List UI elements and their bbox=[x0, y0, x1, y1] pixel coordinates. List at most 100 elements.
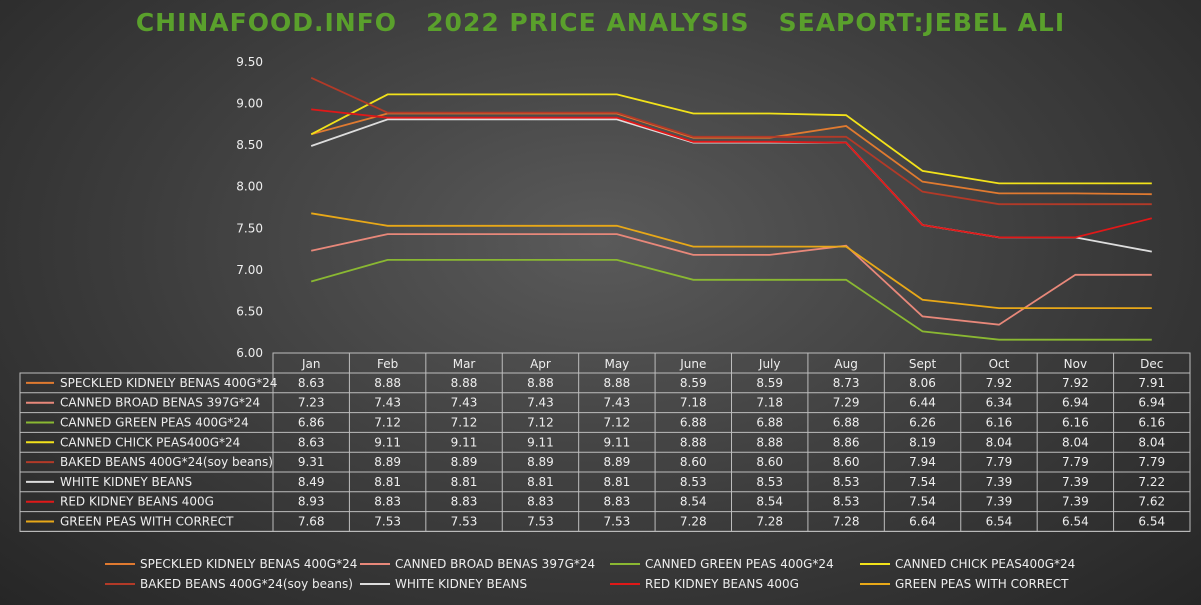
data-label: 7.43 bbox=[604, 396, 631, 410]
legend-label: CANNED CHICK PEAS400G*24 bbox=[895, 557, 1075, 571]
data-label: 7.53 bbox=[604, 515, 631, 529]
data-label: 8.04 bbox=[1062, 435, 1089, 449]
data-label: 8.60 bbox=[833, 455, 860, 469]
data-label: 8.04 bbox=[1138, 435, 1165, 449]
data-label: 8.81 bbox=[374, 475, 401, 489]
data-label: 8.86 bbox=[833, 435, 860, 449]
series-line-3 bbox=[310, 93, 1152, 185]
data-label: 8.89 bbox=[527, 455, 554, 469]
table-series-name: RED KIDNEY BEANS 400G bbox=[60, 495, 214, 509]
data-label: 8.04 bbox=[986, 435, 1013, 449]
series-line-7 bbox=[311, 212, 1152, 310]
table-series-name: CANNED CHICK PEAS400G*24 bbox=[60, 435, 240, 449]
data-label: 8.89 bbox=[374, 455, 401, 469]
x-tick-label: July bbox=[758, 357, 781, 371]
chart-title: CHINAFOOD.INFO 2022 PRICE ANALYSIS SEAPO… bbox=[135, 8, 1066, 37]
x-tick-label: Dec bbox=[1140, 357, 1163, 371]
data-label: 6.54 bbox=[1138, 515, 1165, 529]
series-line-2 bbox=[310, 258, 1152, 341]
table-series-name: WHITE KIDNEY BEANS bbox=[60, 475, 192, 489]
data-label: 9.11 bbox=[374, 435, 401, 449]
data-label: 8.88 bbox=[527, 376, 554, 390]
x-tick-label: Nov bbox=[1064, 357, 1087, 371]
data-label: 6.88 bbox=[756, 416, 783, 430]
data-label: 7.53 bbox=[451, 515, 478, 529]
data-label: 7.79 bbox=[1138, 455, 1165, 469]
data-label: 8.53 bbox=[833, 495, 860, 509]
data-label: 7.62 bbox=[1138, 495, 1165, 509]
data-label: 8.19 bbox=[909, 435, 936, 449]
table-series-name: CANNED GREEN PEAS 400G*24 bbox=[60, 416, 249, 430]
data-label: 8.83 bbox=[527, 495, 554, 509]
data-label: 7.28 bbox=[756, 515, 783, 529]
data-label: 8.83 bbox=[604, 495, 631, 509]
data-label: 6.64 bbox=[909, 515, 936, 529]
data-label: 6.88 bbox=[833, 416, 860, 430]
data-label: 9.31 bbox=[298, 455, 325, 469]
data-label: 6.54 bbox=[986, 515, 1013, 529]
x-tick-label: Apr bbox=[530, 357, 551, 371]
data-label: 8.49 bbox=[298, 475, 325, 489]
y-tick-label: 9.50 bbox=[236, 55, 263, 69]
data-label: 7.18 bbox=[756, 396, 783, 410]
legend-label: SPECKLED KIDNELY BENAS 400G*24 bbox=[140, 557, 357, 571]
data-label: 8.54 bbox=[680, 495, 707, 509]
y-tick-label: 6.50 bbox=[236, 304, 263, 318]
data-label: 7.79 bbox=[1062, 455, 1089, 469]
data-label: 6.54 bbox=[1062, 515, 1089, 529]
legend-label: CANNED BROAD BENAS 397G*24 bbox=[395, 557, 595, 571]
data-label: 8.88 bbox=[374, 376, 401, 390]
table-series-name: SPECKLED KIDNELY BENAS 400G*24 bbox=[60, 376, 277, 390]
x-tick-label: Aug bbox=[834, 357, 857, 371]
data-label: 7.12 bbox=[374, 416, 401, 430]
series-line-1 bbox=[311, 233, 1152, 326]
legend-label: BAKED BEANS 400G*24(soy beans) bbox=[140, 577, 353, 591]
data-label: 8.53 bbox=[680, 475, 707, 489]
data-label: 6.86 bbox=[298, 416, 325, 430]
x-tick-label: Mar bbox=[453, 357, 476, 371]
data-label: 8.59 bbox=[756, 376, 783, 390]
x-tick-label: Sept bbox=[909, 357, 937, 371]
data-label: 8.54 bbox=[756, 495, 783, 509]
table-series-name: BAKED BEANS 400G*24(soy beans) bbox=[60, 455, 273, 469]
legend-label: WHITE KIDNEY BEANS bbox=[395, 577, 527, 591]
legend-label: RED KIDNEY BEANS 400G bbox=[645, 577, 799, 591]
data-label: 7.28 bbox=[833, 515, 860, 529]
series-line-4 bbox=[310, 76, 1152, 206]
data-label: 7.91 bbox=[1138, 376, 1165, 390]
data-label: 7.22 bbox=[1138, 475, 1165, 489]
data-label: 8.73 bbox=[833, 376, 860, 390]
data-label: 8.63 bbox=[298, 376, 325, 390]
data-label: 7.12 bbox=[451, 416, 478, 430]
y-tick-label: 8.50 bbox=[236, 138, 263, 152]
y-tick-label: 6.00 bbox=[236, 346, 263, 360]
data-label: 8.06 bbox=[909, 376, 936, 390]
data-label: 6.16 bbox=[1138, 416, 1165, 430]
data-label: 8.89 bbox=[604, 455, 631, 469]
data-label: 6.88 bbox=[680, 416, 707, 430]
data-label: 8.83 bbox=[451, 495, 478, 509]
data-label: 7.18 bbox=[680, 396, 707, 410]
y-tick-label: 8.00 bbox=[236, 180, 263, 194]
data-label: 7.53 bbox=[374, 515, 401, 529]
y-tick-label: 7.00 bbox=[236, 263, 263, 277]
data-label: 6.94 bbox=[1138, 396, 1165, 410]
data-label: 8.60 bbox=[680, 455, 707, 469]
y-tick-label: 9.00 bbox=[236, 97, 263, 111]
data-label: 7.68 bbox=[298, 515, 325, 529]
data-label: 7.43 bbox=[451, 396, 478, 410]
data-label: 8.93 bbox=[298, 495, 325, 509]
data-label: 7.28 bbox=[680, 515, 707, 529]
data-label: 6.16 bbox=[986, 416, 1013, 430]
data-label: 7.39 bbox=[986, 475, 1013, 489]
table-series-name: CANNED BROAD BENAS 397G*24 bbox=[60, 396, 260, 410]
data-label: 7.54 bbox=[909, 475, 936, 489]
x-tick-label: Feb bbox=[377, 357, 398, 371]
data-label: 6.94 bbox=[1062, 396, 1089, 410]
data-label: 6.34 bbox=[986, 396, 1013, 410]
legend-label: CANNED GREEN PEAS 400G*24 bbox=[645, 557, 834, 571]
data-label: 7.94 bbox=[909, 455, 936, 469]
x-tick-label: May bbox=[604, 357, 629, 371]
data-label: 7.39 bbox=[1062, 495, 1089, 509]
